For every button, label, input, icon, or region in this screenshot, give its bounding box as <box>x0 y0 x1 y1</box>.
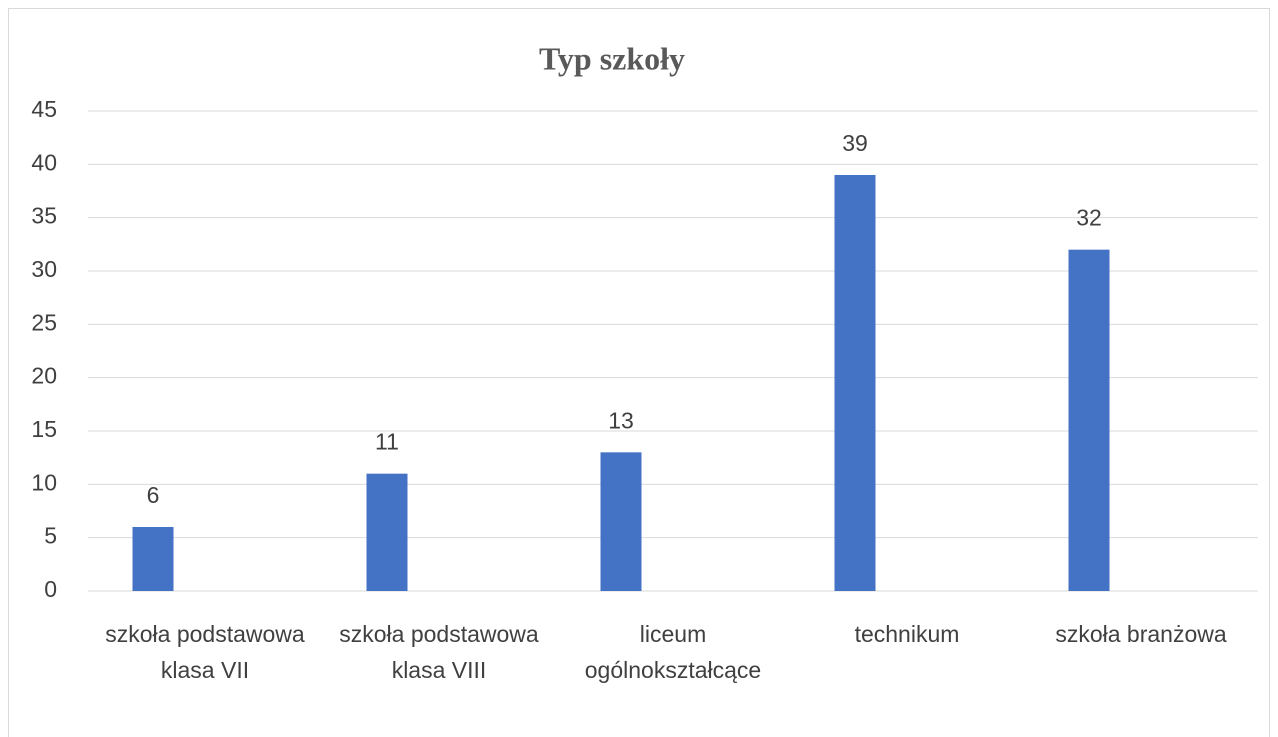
x-tick-label: liceum ogólnokształcące <box>584 621 762 683</box>
bar <box>1068 249 1110 591</box>
data-label: 13 <box>608 407 634 433</box>
data-label: 6 <box>147 482 160 508</box>
x-tick-label: szkoła podstawowa klasa VIII <box>339 621 539 683</box>
y-tick-label: 10 <box>31 469 57 495</box>
y-tick-label: 25 <box>31 309 57 335</box>
y-tick-label: 5 <box>44 523 57 549</box>
data-label: 39 <box>842 130 868 156</box>
chart-border <box>8 8 1270 737</box>
y-tick-label: 20 <box>31 363 57 389</box>
bar <box>600 452 642 591</box>
data-label: 32 <box>1076 205 1102 231</box>
y-tick-label: 15 <box>31 416 57 442</box>
y-tick-label: 45 <box>31 96 57 122</box>
bar <box>366 473 408 591</box>
y-tick-label: 35 <box>31 203 57 229</box>
y-tick-label: 30 <box>31 256 57 282</box>
x-tick-label: szkoła branżowa <box>1055 621 1227 647</box>
bar <box>834 175 876 591</box>
y-tick-label: 0 <box>44 576 57 602</box>
bar <box>132 527 174 591</box>
data-label: 11 <box>375 429 399 455</box>
y-tick-label: 40 <box>31 149 57 175</box>
chart-title: Typ szkoły <box>539 40 685 76</box>
x-tick-label: technikum <box>854 621 960 647</box>
x-tick-label: szkoła podstawowa klasa VII <box>105 621 305 683</box>
